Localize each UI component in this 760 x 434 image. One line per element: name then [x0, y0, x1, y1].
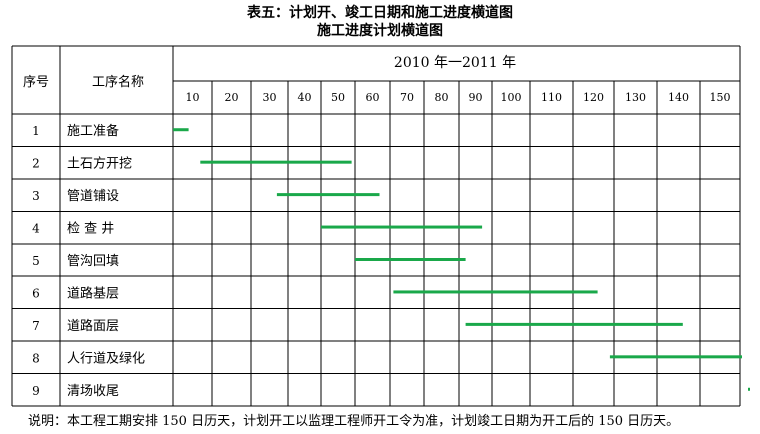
x-tick-label: 80	[435, 91, 449, 104]
x-tick-label: 60	[366, 91, 380, 104]
row-number: 6	[32, 286, 40, 300]
task-name: 检 查 井	[67, 222, 114, 237]
header-task-name: 工序名称	[92, 74, 144, 90]
row-number: 2	[32, 157, 40, 171]
x-tick-label: 10	[186, 91, 200, 104]
table-title: 表五：计划开、竣工日期和施工进度横道图	[247, 5, 513, 21]
task-name: 人行道及绿化	[67, 351, 145, 366]
x-tick-label: 110	[541, 91, 562, 104]
row-number: 1	[32, 124, 40, 138]
task-name: 管道铺设	[67, 189, 119, 204]
task-name: 道路面层	[67, 318, 119, 334]
header-period: 2010 年一2011 年	[394, 55, 516, 71]
row-number: 3	[32, 189, 40, 203]
chart-subtitle: 施工进度计划横道图	[317, 23, 443, 39]
task-name: 道路基层	[67, 285, 119, 301]
task-bar	[393, 290, 598, 294]
x-tick-label: 120	[583, 91, 604, 104]
row-number: 9	[32, 384, 40, 398]
header-seq: 序号	[23, 75, 49, 90]
task-bar	[321, 225, 483, 229]
table-grid	[11, 45, 741, 407]
row-number: 5	[32, 254, 40, 268]
task-bar	[465, 322, 683, 326]
x-tick-label: 130	[625, 91, 646, 104]
task-name: 施工准备	[67, 123, 119, 139]
task-rows: 1 施工准备 2 土石方开挖 3 管道铺设 4 检 查 井 5 管沟回填 6 道路基层 7 道路面层 8 人行…	[32, 123, 145, 399]
x-tick-label: 30	[263, 91, 277, 104]
x-tick-label: 50	[331, 91, 345, 104]
task-bar	[200, 160, 352, 164]
x-tick-label: 40	[298, 91, 312, 104]
x-tick-label: 100	[501, 91, 522, 104]
x-ticks: 10 20 30 40 50 60 70 80 90 100 110 120 130 140 150	[186, 91, 731, 104]
x-tick-label: 90	[469, 91, 483, 104]
row-number: 8	[32, 351, 40, 365]
task-name: 清场收尾	[67, 384, 119, 399]
x-tick-label: 70	[400, 91, 414, 104]
task-bar	[276, 193, 380, 197]
row-number: 7	[32, 319, 40, 333]
task-name: 管沟回填	[67, 254, 119, 269]
x-tick-label: 150	[710, 91, 731, 104]
x-tick-label: 20	[225, 91, 239, 104]
task-bar	[173, 128, 189, 132]
x-tick-label: 140	[668, 91, 689, 104]
task-bar	[748, 387, 750, 391]
task-bar	[355, 258, 466, 261]
task-bars	[173, 128, 750, 391]
footnote: 说明：本工程工期安排 150 日历天，计划开工以监理工程师开工令为准，计划竣工日…	[28, 414, 680, 429]
task-name: 土石方开挖	[67, 156, 132, 172]
task-bar	[609, 355, 742, 359]
row-number: 4	[32, 222, 40, 236]
